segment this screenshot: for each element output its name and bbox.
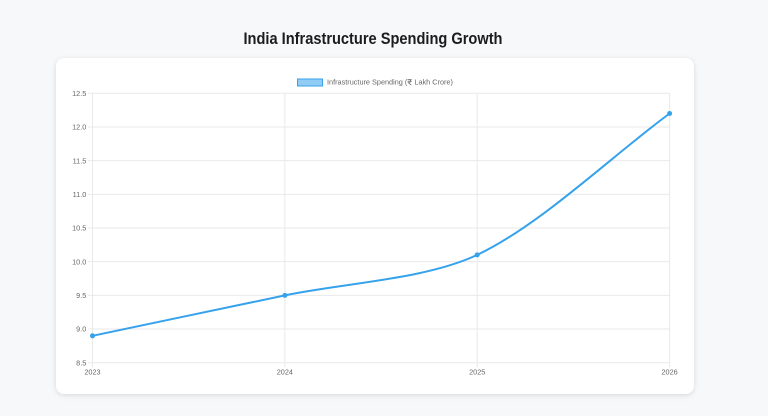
svg-text:2026: 2026 [661, 368, 677, 377]
svg-text:11.0: 11.0 [73, 190, 87, 199]
svg-text:Infrastructure Spending (: Infrastructure Spending ( [327, 78, 408, 87]
svg-text:2023: 2023 [84, 368, 100, 377]
svg-text:9.5: 9.5 [76, 291, 86, 300]
svg-text:12.5: 12.5 [72, 89, 86, 98]
svg-text:India Infrastructure Spending: India Infrastructure Spending Growth [244, 30, 503, 48]
svg-text:11.5: 11.5 [73, 156, 87, 165]
svg-text:10.5: 10.5 [72, 224, 86, 233]
svg-text:8.5: 8.5 [76, 358, 86, 367]
svg-text:2025: 2025 [469, 368, 485, 377]
svg-text:10.0: 10.0 [72, 257, 86, 266]
svg-text:2024: 2024 [277, 368, 293, 377]
svg-text:9.0: 9.0 [76, 325, 86, 334]
svg-text:12.0: 12.0 [72, 123, 86, 132]
svg-text:Lakh Crore): Lakh Crore) [414, 78, 453, 87]
